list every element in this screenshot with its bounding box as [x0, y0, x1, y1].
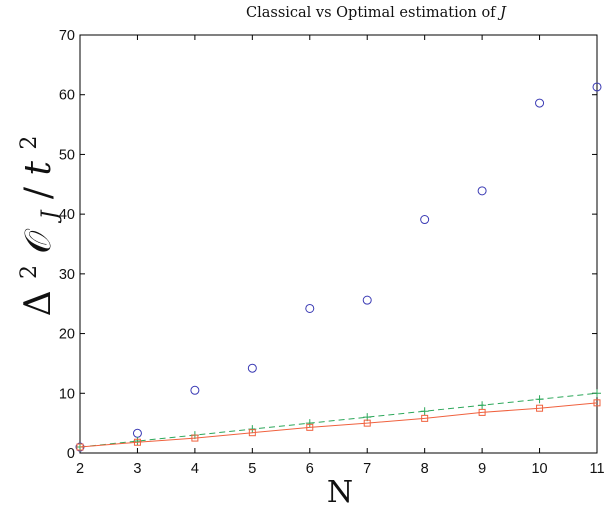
series-plus	[76, 389, 601, 452]
x-tick-label: 6	[306, 461, 314, 477]
data-point-plus	[478, 401, 487, 410]
chart-title-symbol: J	[497, 5, 507, 21]
data-point-circle	[592, 82, 602, 92]
y-axis-label-slash: /	[18, 186, 59, 199]
data-point-square	[191, 434, 199, 442]
y-tick-label: 30	[59, 267, 75, 283]
y-axis-label-t: t	[18, 161, 59, 176]
x-tick-label: 8	[421, 461, 429, 477]
x-tick-label: 2	[76, 461, 84, 477]
data-point-circle	[190, 385, 200, 395]
data-point-square	[421, 414, 429, 422]
series-square	[76, 399, 601, 451]
data-point-square	[536, 404, 544, 412]
data-point-square	[593, 399, 601, 407]
x-tick-label: 5	[248, 461, 256, 477]
series-line-plus	[79, 392, 598, 448]
data-point-plus	[305, 419, 314, 428]
data-point-plus	[420, 407, 429, 416]
data-point-circle	[420, 215, 430, 225]
y-tick-label: 40	[59, 207, 75, 223]
data-point-square	[478, 408, 486, 416]
y-axis-label-delta: Δ	[18, 290, 59, 316]
y-tick-label: 70	[59, 28, 75, 44]
y-axis-label-subscript: J	[38, 209, 63, 223]
data-point-square	[306, 423, 314, 431]
x-axis-label: N	[327, 475, 353, 508]
data-point-square	[76, 443, 84, 451]
data-point-plus	[593, 389, 601, 398]
x-tick-label: 7	[363, 461, 371, 477]
x-tick-label: 9	[478, 461, 486, 477]
plot-area-frame	[79, 34, 598, 454]
axis-ticks	[79, 34, 598, 454]
chart-title: Classical vs Optimal estimation of J	[246, 5, 507, 21]
y-tick-label: 50	[59, 147, 75, 163]
x-tick-label: 11	[589, 461, 604, 477]
data-point-circle	[305, 303, 315, 313]
x-tick-label: 4	[191, 461, 199, 477]
data-point-plus	[535, 395, 544, 404]
data-point-plus	[248, 425, 257, 434]
y-axis-label-t-power: 2	[17, 136, 42, 150]
axis-tick-labels: 2 3 4 5 6 7 8 9 10 11 0 10 20 30 40 50 60 70	[59, 28, 605, 477]
y-tick-label: 60	[59, 88, 75, 104]
data-series	[75, 82, 602, 452]
chart-title-text: Classical vs Optimal estimation of	[246, 5, 500, 21]
x-tick-label: 3	[133, 461, 141, 477]
data-point-circle	[535, 98, 545, 108]
data-point-circle	[477, 186, 487, 196]
series-line-square	[79, 402, 598, 448]
data-point-square	[133, 438, 141, 446]
y-tick-label: 20	[59, 327, 75, 343]
data-point-square	[248, 429, 256, 437]
data-point-square	[363, 419, 371, 427]
y-axis-label-power: 2	[17, 265, 42, 279]
y-axis-label-symbol: 𝒪	[18, 229, 59, 254]
x-tick-label: 10	[531, 461, 547, 477]
data-point-circle	[362, 295, 372, 305]
y-axis-label: Δ 2 𝒪 J / t 2	[4, 136, 66, 317]
y-tick-label: 0	[67, 446, 75, 462]
data-point-circle	[247, 363, 257, 373]
y-tick-label: 10	[59, 386, 75, 402]
